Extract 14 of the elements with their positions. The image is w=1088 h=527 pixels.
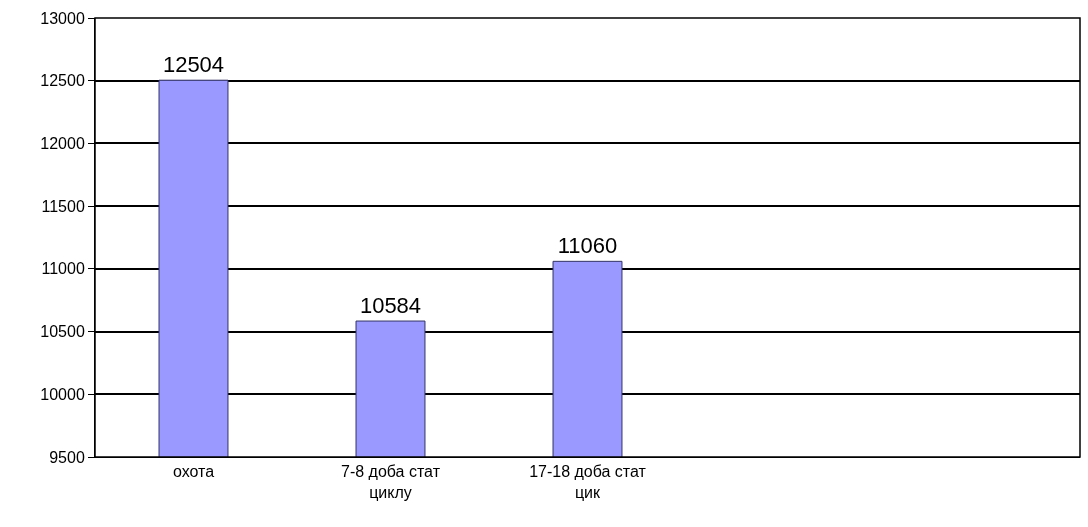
y-tick-label: 11000 [41, 260, 85, 278]
y-tick-label: 11500 [41, 197, 85, 215]
data-label: 11060 [557, 233, 618, 259]
y-tick-label: 13000 [40, 9, 85, 27]
y-tick-label: 10500 [40, 323, 85, 341]
y-tick-label: 12000 [40, 135, 85, 153]
data-label: 10584 [359, 293, 422, 319]
x-tick-label: 17-18 доба стат цик [529, 463, 647, 501]
y-tick-label: 10000 [40, 385, 85, 403]
data-label: 12504 [162, 52, 225, 78]
y-tick-label: 9500 [49, 448, 85, 466]
x-tick-label: охота [172, 463, 215, 481]
x-tick-label: 7-8 доба стат циклу [341, 463, 441, 501]
y-tick-label: 12500 [40, 72, 85, 90]
